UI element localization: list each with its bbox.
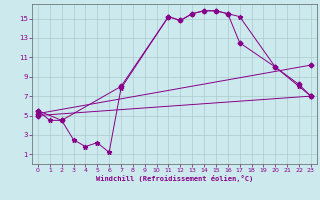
X-axis label: Windchill (Refroidissement éolien,°C): Windchill (Refroidissement éolien,°C) [96,175,253,182]
